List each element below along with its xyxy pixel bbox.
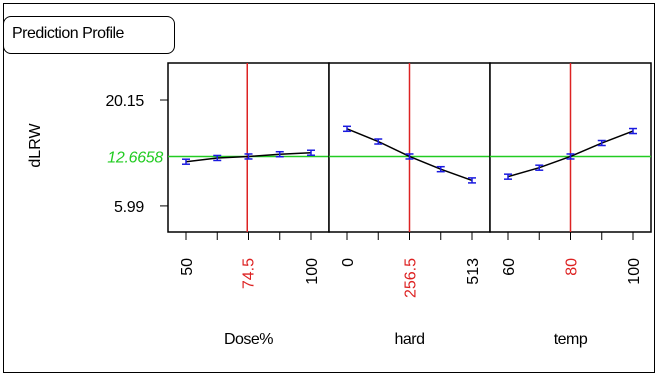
data-point [307,149,315,156]
outer-border [3,3,655,373]
current-factor-tick-label: 256.5 [403,258,420,298]
data-point [468,177,476,184]
data-point [275,150,284,158]
current-factor-tick-label: 74.5 [240,258,257,289]
factor-label: hard [394,331,424,348]
panel-temp: 60 80 100 temp [489,62,652,348]
data-point [405,153,414,160]
x-tick-label: 50 [179,258,196,276]
x-tick-label: 513 [465,258,482,285]
factor-label: Dose% [224,331,273,348]
data-point [343,125,351,133]
x-tick-label: 60 [501,258,518,276]
data-point [244,153,253,160]
data-point [566,153,575,160]
y-axis-label: dLRW [27,123,44,168]
current-factor-tick-label: 80 [564,258,581,276]
panel-frame [167,62,330,233]
prediction-profile-title: Prediction Profile [12,25,124,42]
data-point [436,165,445,173]
x-tick-label: 100 [304,258,321,285]
data-point [535,164,544,171]
data-point [597,139,606,147]
prediction-profile-tab[interactable]: Prediction Profile [3,16,175,54]
factor-label: temp [554,331,588,348]
current-response-label: 12.6658 [107,149,163,166]
data-point [213,154,222,162]
data-point [504,173,512,180]
data-point [374,138,383,145]
panel-dose: 50 74.5 100 Dose% [167,62,330,348]
x-tick-label: 0 [340,258,357,267]
data-point [629,127,637,135]
profiler-chart: dLRW 20.15 5.99 12.6658 50 74.5 100 Dose% 0 256.5… [27,62,652,348]
y-tick-label: 20.15 [105,93,144,110]
data-point [182,158,190,165]
y-tick-label: 5.99 [114,199,144,216]
x-tick-label: 100 [626,258,643,285]
panel-hard: 0 256.5 513 hard [328,62,491,348]
